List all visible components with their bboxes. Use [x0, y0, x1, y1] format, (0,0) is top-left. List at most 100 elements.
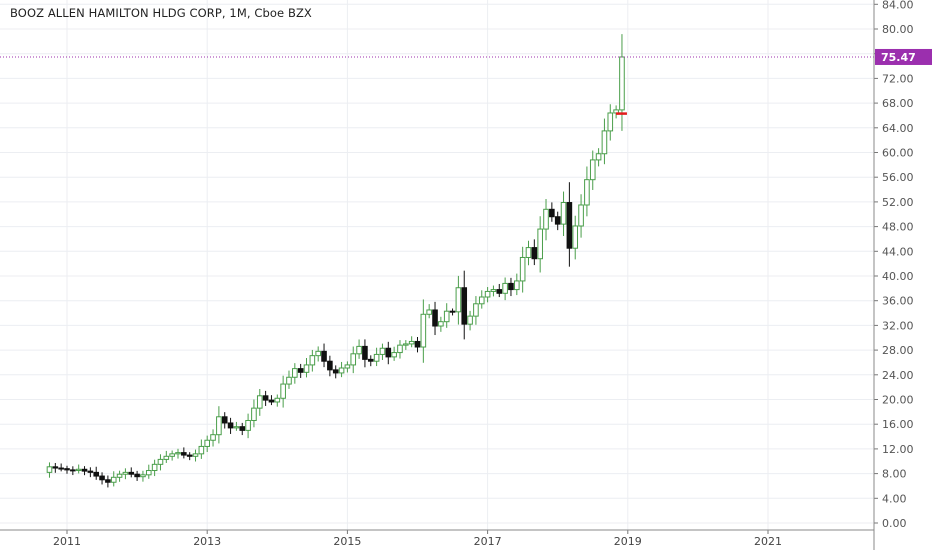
- candle: [81, 466, 88, 476]
- y-tick-label: 80.00: [882, 23, 914, 36]
- x-axis[interactable]: 2011 2013 2015 2017 2019 2021: [0, 529, 874, 548]
- candle: [64, 465, 70, 474]
- y-tick-label: 48.00: [882, 221, 914, 234]
- candle: [578, 194, 584, 238]
- candle: [589, 150, 596, 190]
- candle: [420, 299, 427, 363]
- candle: [151, 459, 158, 477]
- x-tick-label: 2013: [193, 535, 221, 548]
- candle: [391, 346, 397, 361]
- y-tick-label: 0.00: [882, 517, 907, 530]
- candle: [105, 475, 111, 488]
- candle: [198, 439, 205, 459]
- y-tick-label: 8.00: [882, 468, 907, 481]
- candle: [251, 399, 257, 428]
- candle: [321, 343, 327, 368]
- y-tick-label: 36.00: [882, 295, 914, 308]
- candle: [268, 395, 275, 406]
- x-tick-label: 2017: [474, 535, 502, 548]
- candle: [467, 310, 473, 331]
- candle: [116, 470, 123, 482]
- candle: [110, 471, 117, 487]
- y-tick-label: 32.00: [882, 319, 914, 332]
- y-tick-label: 24.00: [882, 369, 914, 382]
- last-price-label: 75.47: [881, 51, 916, 64]
- candle: [461, 270, 468, 340]
- x-tick-label: 2021: [754, 535, 782, 548]
- candle: [52, 462, 59, 473]
- candle: [239, 422, 246, 436]
- candle: [350, 346, 357, 374]
- candle: [332, 365, 339, 379]
- candle: [502, 277, 508, 301]
- y-tick-label: 56.00: [882, 171, 914, 184]
- candle: [274, 394, 281, 407]
- candle: [122, 468, 129, 480]
- candle: [70, 466, 76, 476]
- candle: [286, 370, 292, 389]
- candle: [356, 339, 362, 359]
- y-tick-label: 52.00: [882, 196, 914, 209]
- candle: [379, 343, 386, 360]
- candle: [221, 412, 228, 429]
- candle: [216, 406, 222, 444]
- candle: [169, 450, 175, 461]
- y-tick-label: 20.00: [882, 394, 914, 407]
- candle: [554, 211, 561, 231]
- chart-grid: [0, 0, 873, 530]
- candle: [519, 246, 526, 293]
- y-tick-label: 16.00: [882, 418, 914, 431]
- candle: [75, 464, 82, 474]
- candle: [438, 316, 444, 332]
- candle: [525, 240, 532, 266]
- candle: [408, 336, 415, 348]
- candle: [157, 454, 164, 471]
- candle: [560, 191, 567, 237]
- candle: [367, 355, 374, 367]
- candle: [309, 349, 316, 372]
- candle: [385, 341, 392, 365]
- candle: [566, 182, 573, 267]
- candle: [549, 202, 555, 222]
- candle: [210, 429, 216, 447]
- candle: [297, 363, 304, 378]
- y-tick-label: 4.00: [882, 492, 907, 505]
- y-tick-label: 12.00: [882, 443, 914, 456]
- y-tick-label: 68.00: [882, 97, 914, 110]
- candle: [362, 339, 368, 368]
- y-tick-label: 40.00: [882, 270, 914, 283]
- candle: [601, 118, 608, 165]
- candle: [426, 304, 432, 319]
- y-tick-label: 28.00: [882, 344, 914, 357]
- y-axis[interactable]: 0.00 4.00 8.00 12.00 16.00 20.00 24.00 28.00 32.…: [873, 0, 932, 550]
- candle: [373, 347, 380, 367]
- candle: [262, 390, 269, 406]
- candle: [543, 198, 549, 241]
- candle: [584, 166, 590, 217]
- candle: [327, 355, 333, 377]
- candle: [484, 287, 491, 303]
- candle: [280, 375, 286, 408]
- candle: [58, 463, 64, 472]
- candle: [397, 340, 403, 359]
- candle: [537, 216, 543, 273]
- y-tick-label: 72.00: [882, 72, 914, 85]
- y-tick-label: 64.00: [882, 122, 914, 135]
- candle: [192, 449, 199, 462]
- candlestick-series: [46, 34, 627, 488]
- candle: [140, 470, 146, 482]
- candle: [572, 215, 579, 260]
- candle: [93, 466, 100, 480]
- candle: [432, 301, 438, 336]
- chart-title: BOOZ ALLEN HAMILTON HLDG CORP, 1M, Cboe …: [10, 6, 312, 20]
- candle: [443, 303, 450, 328]
- x-tick-label: 2019: [614, 535, 642, 548]
- candle: [181, 447, 187, 459]
- candle: [315, 346, 321, 362]
- candle: [338, 361, 345, 378]
- candle: [99, 472, 105, 485]
- last-price-tag: [875, 48, 932, 65]
- candle: [455, 275, 462, 325]
